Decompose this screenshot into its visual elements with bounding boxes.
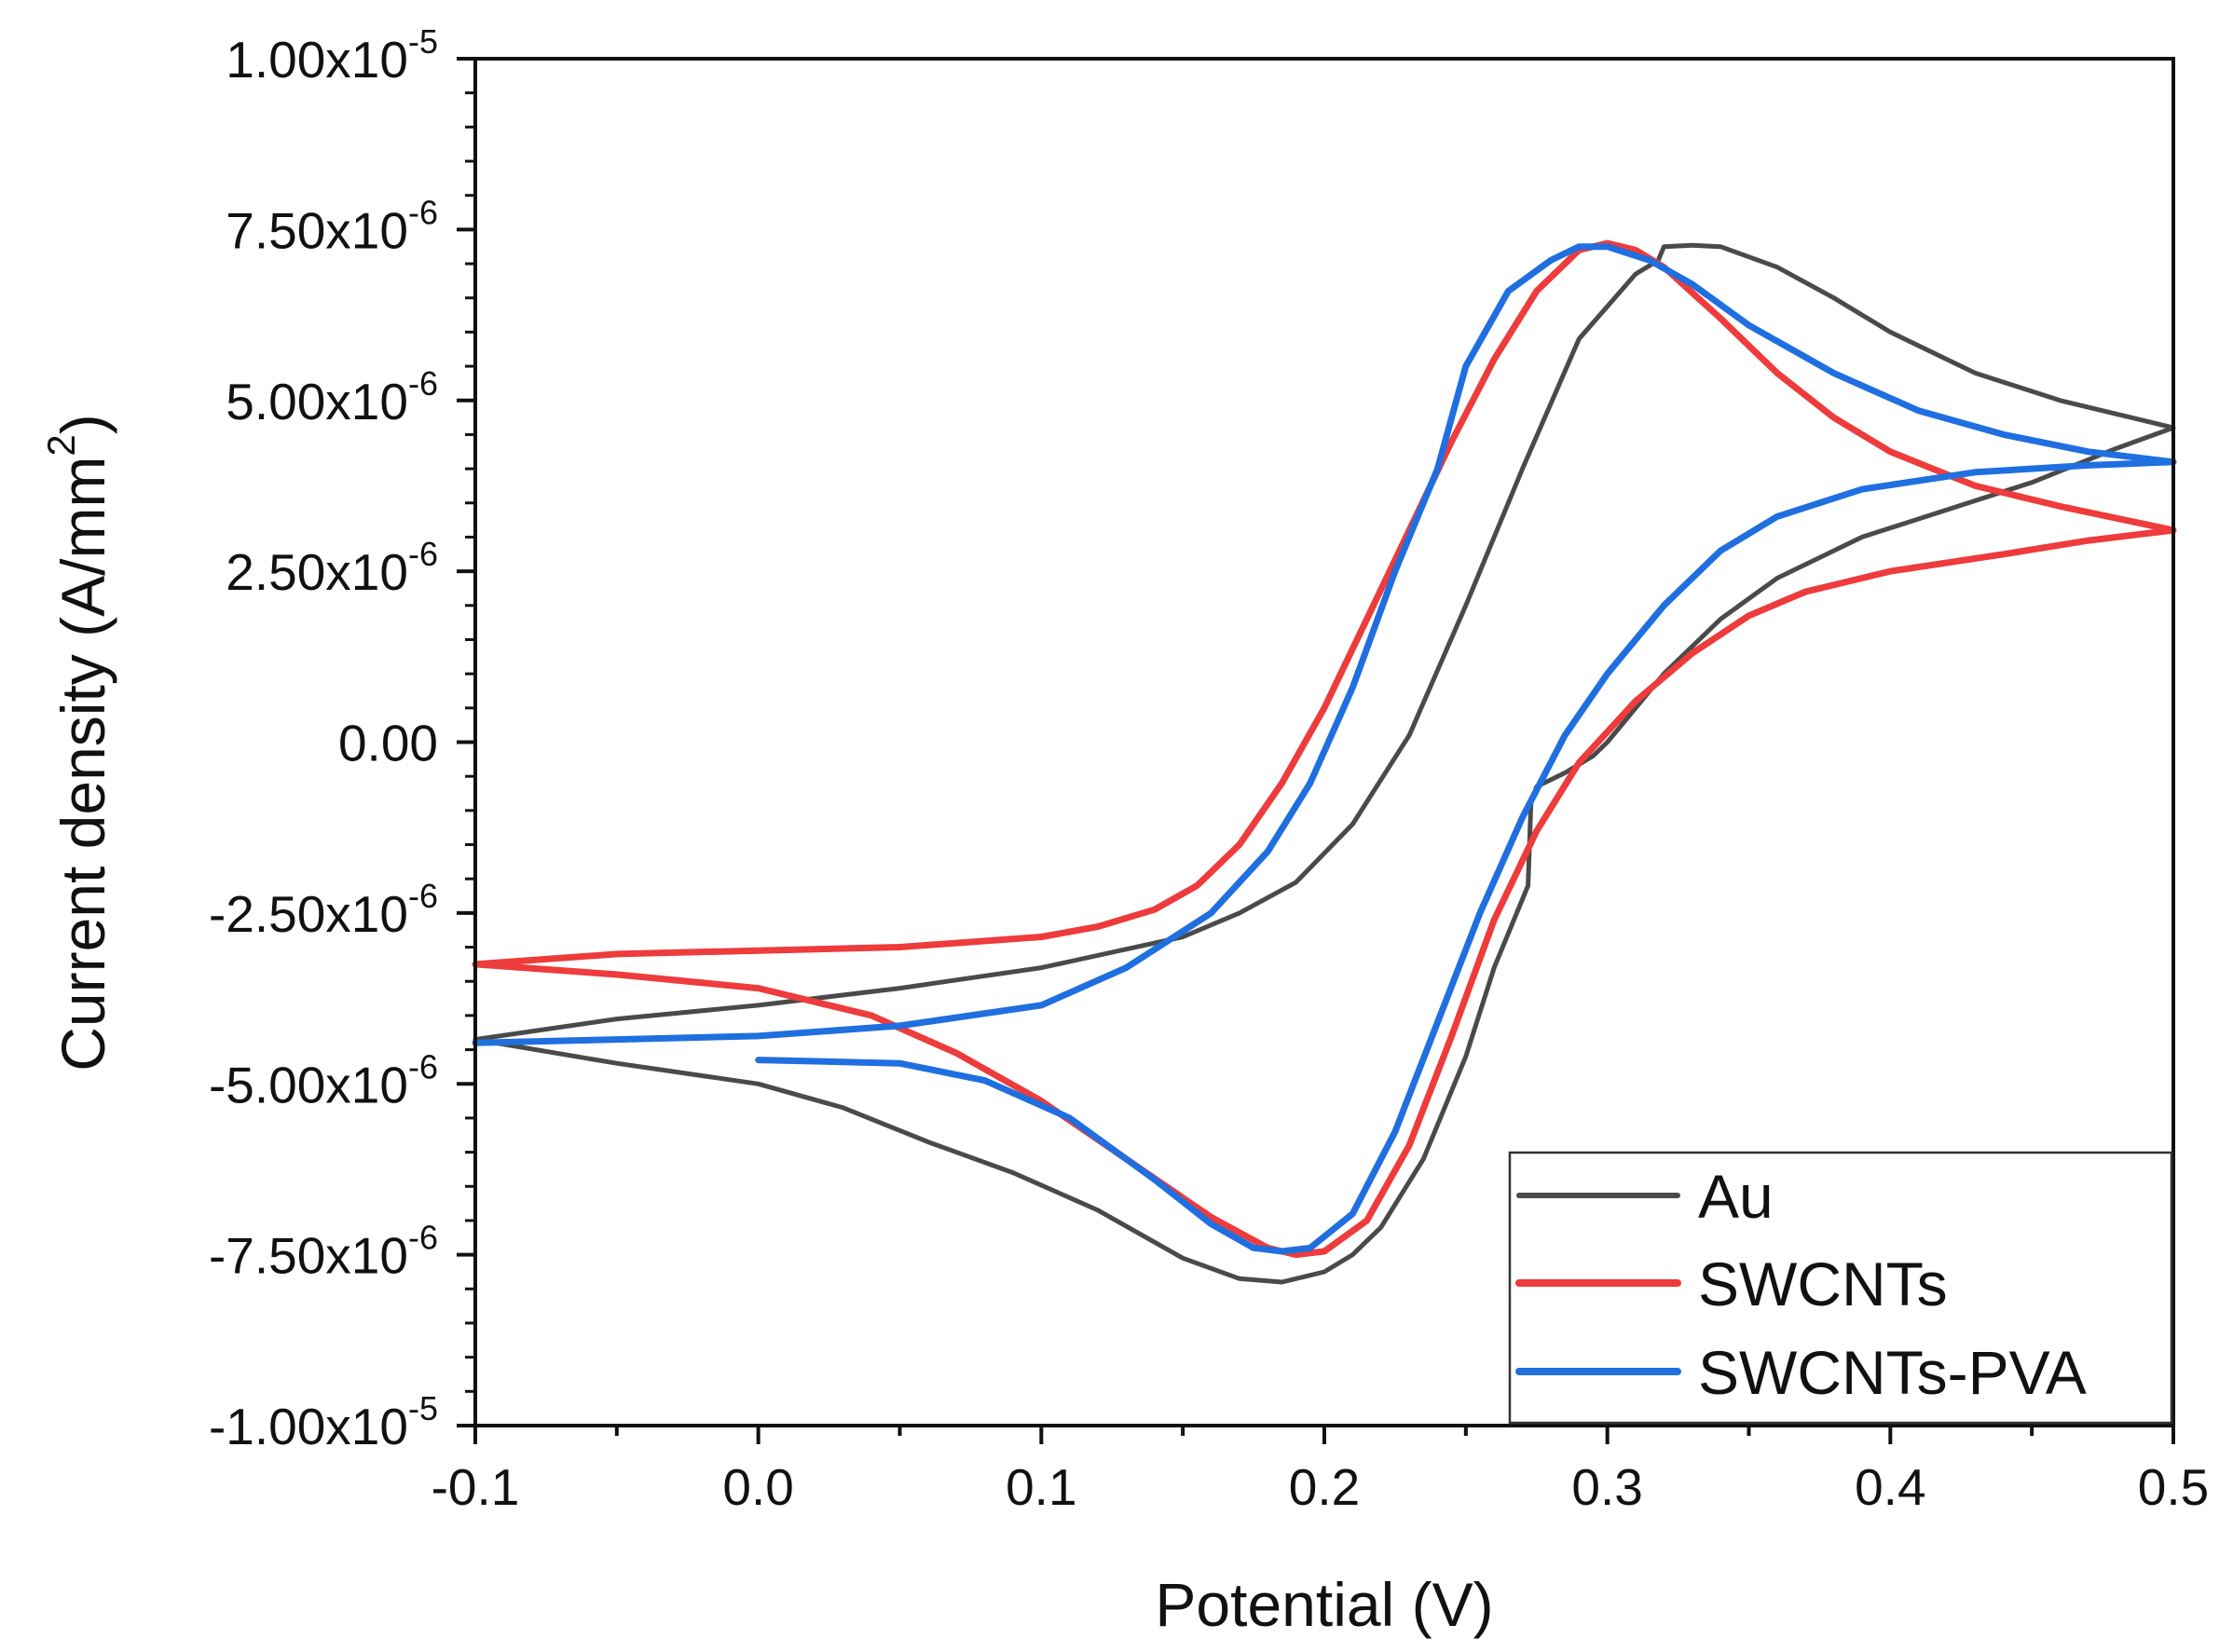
y-tick-label: -5.00x10-6 [209,1047,438,1113]
series-line-swcnts [472,239,2177,1259]
y-tick-label: 1.00x10-5 [226,22,438,89]
legend: Au SWCNTs SWCNTs-PVA [1508,1151,2173,1425]
x-tick-label: 0.2 [1289,1458,1360,1516]
ticks-layer: -0.1 0.0 0.1 0.2 0.3 0.4 0.5 1.00x10-5 7.50x10-6… [209,22,2209,1516]
y-axis-title-main: Current density (A/mm [48,457,117,1072]
x-axis-title: Potential (V) [1155,1570,1493,1639]
y-tick-label: 7.50x10-6 [226,193,438,259]
x-tick-label: -0.1 [432,1458,520,1516]
y-tick-label: -2.50x10-6 [209,877,438,943]
y-tick-label: 2.50x10-6 [226,535,438,601]
x-tick-label: 0.4 [1855,1458,1925,1516]
y-tick-label: -1.00x10-5 [209,1389,438,1455]
series-line-au [473,242,2176,1285]
legend-label-swcnts-pva: SWCNTs-PVA [1698,1338,2087,1407]
x-tick-label: 0.1 [1006,1458,1076,1516]
y-tick-label: 5.00x10-6 [226,364,438,430]
svg-text:Current density (A/mm2): Current density (A/mm2) [39,414,117,1072]
legend-label-swcnts: SWCNTs [1698,1249,1948,1318]
x-tick-label: 0.5 [2138,1458,2209,1516]
x-tick-label: 0.3 [1571,1458,1642,1516]
y-axis-title-superscript: 2 [39,434,83,456]
y-axis-title: Current density (A/mm2) [39,414,117,1072]
y-axis-title-close: ) [48,414,117,434]
y-tick-label: 0.00 [338,715,438,772]
series-layer [472,239,2177,1285]
legend-label-au: Au [1698,1162,1774,1231]
x-tick-label: 0.0 [722,1458,793,1516]
y-tick-label: -7.50x10-6 [209,1219,438,1285]
series-line-swcnts-pva [472,243,2177,1255]
